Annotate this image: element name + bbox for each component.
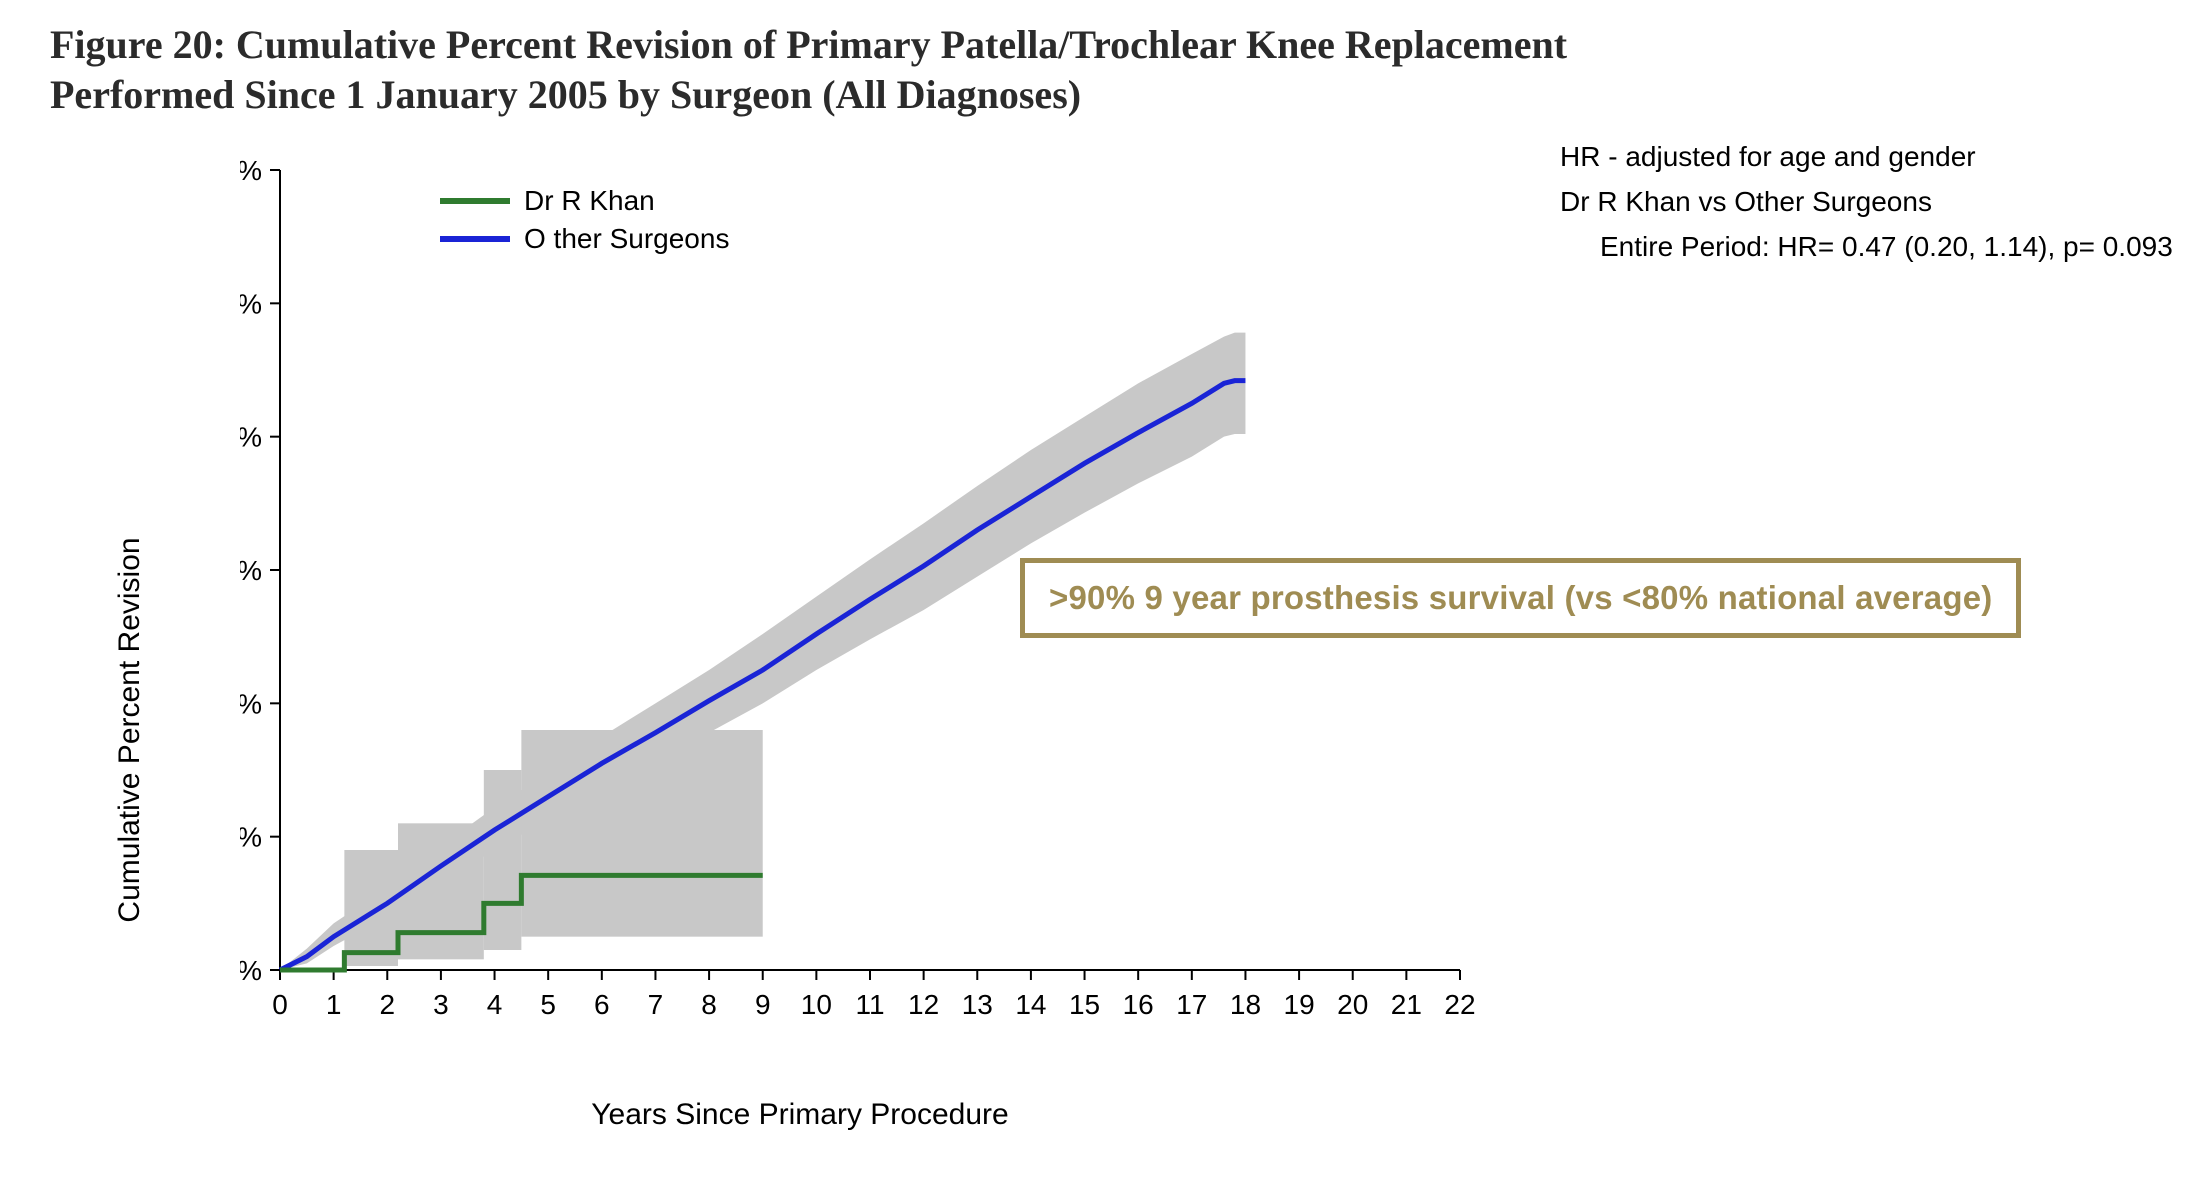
svg-text:30%: 30% (240, 555, 262, 586)
legend-label-other: O ther Surgeons (524, 223, 729, 255)
svg-text:17: 17 (1176, 989, 1207, 1020)
svg-text:12: 12 (908, 989, 939, 1020)
svg-text:0%: 0% (240, 955, 262, 986)
svg-text:5: 5 (540, 989, 556, 1020)
svg-text:20: 20 (1337, 989, 1368, 1020)
svg-text:6: 6 (594, 989, 610, 1020)
svg-text:40%: 40% (240, 422, 262, 453)
svg-text:4: 4 (487, 989, 503, 1020)
svg-text:0: 0 (272, 989, 288, 1020)
hr-line-2: Dr R Khan vs Other Surgeons (1560, 180, 2180, 225)
svg-text:10: 10 (801, 989, 832, 1020)
legend-label-khan: Dr R Khan (524, 185, 655, 217)
x-axis-label: Years Since Primary Procedure (80, 1098, 1520, 1132)
svg-text:14: 14 (1015, 989, 1046, 1020)
svg-text:21: 21 (1391, 989, 1422, 1020)
legend: Dr R Khan O ther Surgeons (440, 182, 729, 258)
svg-text:13: 13 (962, 989, 993, 1020)
svg-text:7: 7 (648, 989, 664, 1020)
svg-text:15: 15 (1069, 989, 1100, 1020)
legend-swatch-other (440, 236, 510, 242)
hr-line-1: HR - adjusted for age and gender (1560, 135, 2180, 180)
svg-text:3: 3 (433, 989, 449, 1020)
chart-container: Cumulative Percent Revision Years Since … (80, 130, 1520, 1140)
svg-text:10%: 10% (240, 822, 262, 853)
svg-text:1: 1 (326, 989, 342, 1020)
y-axis-label: Cumulative Percent Revision (113, 537, 147, 922)
legend-item-khan: Dr R Khan (440, 182, 729, 220)
svg-text:60%: 60% (240, 160, 262, 186)
svg-text:16: 16 (1123, 989, 1154, 1020)
svg-text:50%: 50% (240, 288, 262, 319)
figure-page: Figure 20: Cumulative Percent Revision o… (0, 0, 2204, 1196)
svg-text:22: 22 (1444, 989, 1475, 1020)
legend-swatch-khan (440, 198, 510, 204)
svg-text:11: 11 (855, 989, 884, 1020)
svg-text:2: 2 (379, 989, 395, 1020)
legend-item-other: O ther Surgeons (440, 220, 729, 258)
plot-area: 0%10%20%30%40%50%60%01234567891011121314… (240, 160, 1480, 1020)
svg-text:9: 9 (755, 989, 771, 1020)
svg-text:20%: 20% (240, 688, 262, 719)
figure-title: Figure 20: Cumulative Percent Revision o… (50, 20, 1750, 120)
hazard-ratio-annotation: HR - adjusted for age and gender Dr R Kh… (1560, 135, 2180, 269)
svg-text:18: 18 (1230, 989, 1261, 1020)
svg-text:19: 19 (1284, 989, 1315, 1020)
plot-svg: 0%10%20%30%40%50%60%01234567891011121314… (240, 160, 1480, 1080)
hr-line-3: Entire Period: HR= 0.47 (0.20, 1.14), p=… (1560, 225, 2180, 270)
svg-text:8: 8 (701, 989, 717, 1020)
